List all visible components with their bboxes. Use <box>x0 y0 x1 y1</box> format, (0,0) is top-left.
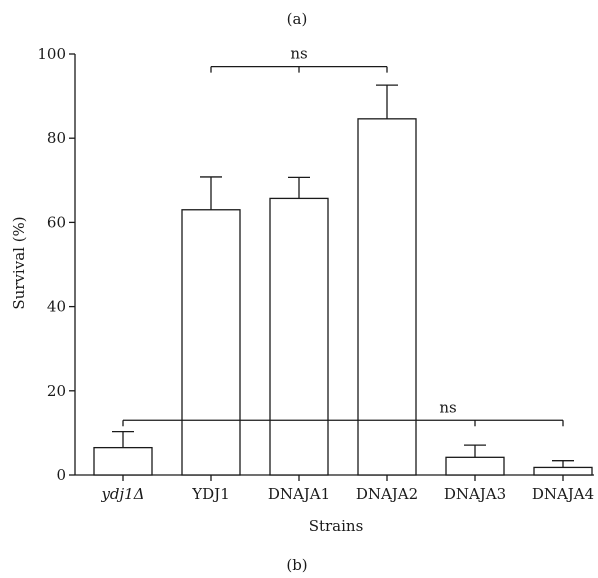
plot-area: 0 20 40 60 80 100 ydj1Δ YDJ1 DNAJA1 DNAJA2 DNAJA3 D… <box>37 45 594 503</box>
bar <box>533 466 593 476</box>
panel-label-a: (a) <box>287 10 308 28</box>
x-axis-label: Strains <box>309 517 364 535</box>
y-axis-label: Survival (%) <box>10 216 28 309</box>
y-tick-label: 0 <box>56 466 66 484</box>
y-tick-label: 40 <box>47 298 66 316</box>
x-tick-label: YDJ1 <box>191 485 230 503</box>
y-tick-label: 80 <box>47 129 66 147</box>
x-tick-label: DNAJA1 <box>268 485 330 503</box>
x-tick-label: DNAJA2 <box>356 485 418 503</box>
y-tick-label: 20 <box>47 382 66 400</box>
y-tick-label: 100 <box>37 45 66 63</box>
bar <box>269 197 329 476</box>
significance-label: ns <box>290 45 307 63</box>
bar <box>93 446 153 476</box>
bar <box>357 118 417 476</box>
bar <box>181 209 241 476</box>
x-tick-label: DNAJA3 <box>444 485 506 503</box>
y-tick-label: 60 <box>47 213 66 231</box>
significance-label: ns <box>439 398 456 416</box>
x-tick-label: ydj1Δ <box>100 485 144 503</box>
x-tick-label: DNAJA4 <box>532 485 594 503</box>
panel-label-b: (b) <box>286 556 307 574</box>
bar <box>445 456 505 476</box>
